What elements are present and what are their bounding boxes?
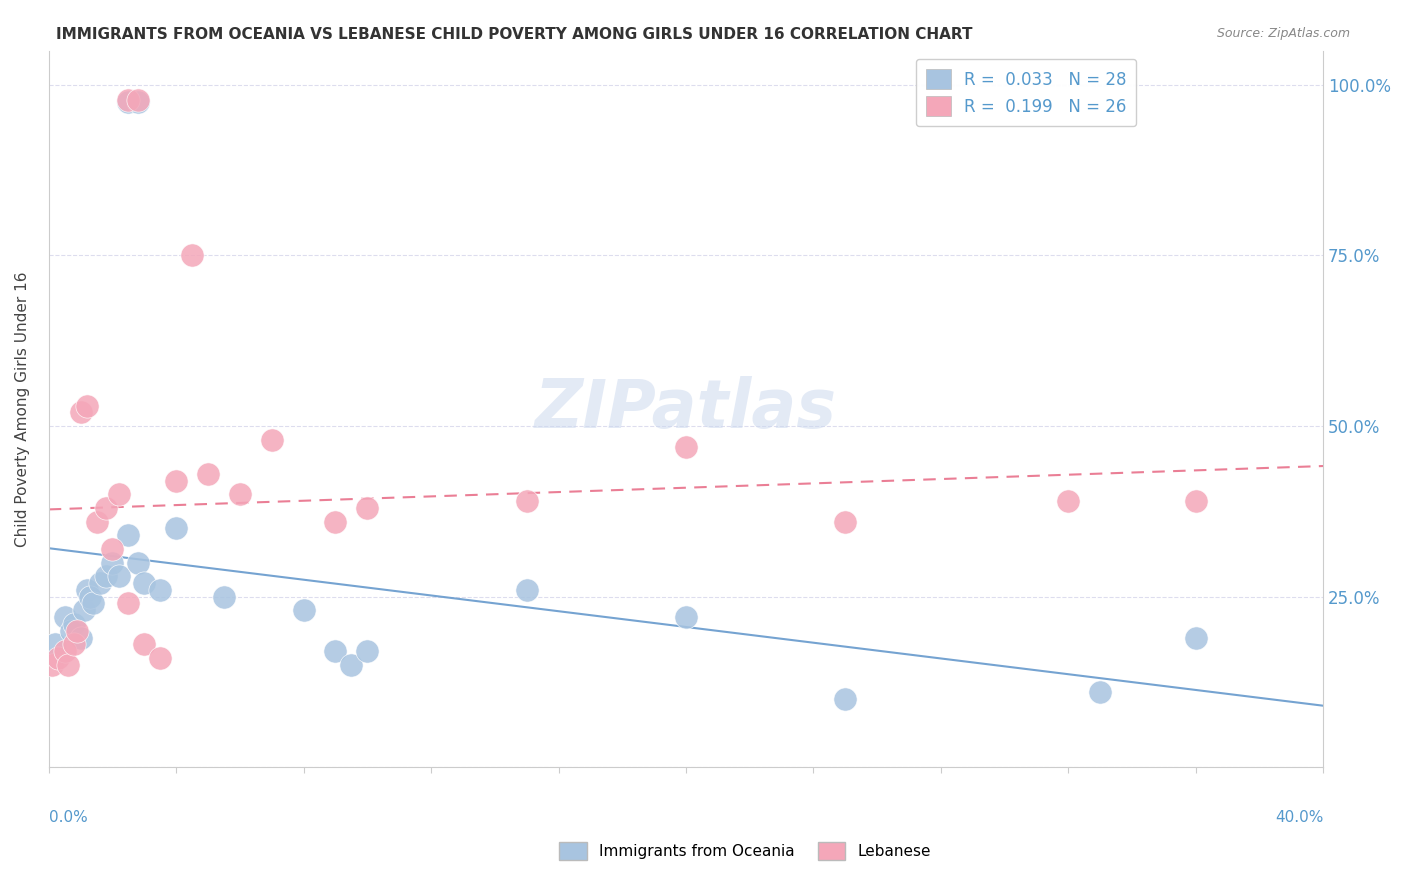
Point bbox=[66, 624, 89, 638]
Point bbox=[127, 556, 149, 570]
Point bbox=[76, 399, 98, 413]
Point bbox=[1184, 494, 1206, 508]
Text: 0.0%: 0.0% bbox=[49, 810, 87, 825]
Legend: Immigrants from Oceania, Lebanese: Immigrants from Oceania, Lebanese bbox=[554, 836, 936, 866]
Point bbox=[516, 582, 538, 597]
Point bbox=[94, 569, 117, 583]
Point bbox=[356, 500, 378, 515]
Text: Source: ZipAtlas.com: Source: ZipAtlas.com bbox=[1216, 27, 1350, 40]
Text: ZIPatlas: ZIPatlas bbox=[534, 376, 837, 442]
Point bbox=[76, 582, 98, 597]
Point bbox=[63, 616, 86, 631]
Point bbox=[79, 590, 101, 604]
Point bbox=[46, 651, 69, 665]
Point bbox=[117, 95, 139, 109]
Point bbox=[197, 467, 219, 481]
Point bbox=[117, 528, 139, 542]
Point bbox=[44, 637, 66, 651]
Point bbox=[86, 515, 108, 529]
Point bbox=[134, 576, 156, 591]
Point bbox=[117, 597, 139, 611]
Point bbox=[260, 433, 283, 447]
Text: 40.0%: 40.0% bbox=[1275, 810, 1323, 825]
Point bbox=[73, 603, 96, 617]
Point bbox=[94, 500, 117, 515]
Point bbox=[101, 541, 124, 556]
Point bbox=[63, 637, 86, 651]
Point bbox=[165, 521, 187, 535]
Y-axis label: Child Poverty Among Girls Under 16: Child Poverty Among Girls Under 16 bbox=[15, 271, 30, 547]
Point bbox=[212, 590, 235, 604]
Point bbox=[117, 93, 139, 107]
Point bbox=[149, 582, 172, 597]
Point bbox=[834, 515, 856, 529]
Point bbox=[89, 576, 111, 591]
Point bbox=[292, 603, 315, 617]
Point bbox=[1184, 631, 1206, 645]
Point bbox=[60, 624, 83, 638]
Point bbox=[108, 569, 131, 583]
Point bbox=[325, 644, 347, 658]
Point bbox=[325, 515, 347, 529]
Legend: R =  0.033   N = 28, R =  0.199   N = 26: R = 0.033 N = 28, R = 0.199 N = 26 bbox=[915, 59, 1136, 127]
Point bbox=[516, 494, 538, 508]
Point bbox=[53, 610, 76, 624]
Point bbox=[127, 95, 149, 109]
Point bbox=[229, 487, 252, 501]
Point bbox=[108, 487, 131, 501]
Point bbox=[82, 597, 104, 611]
Point bbox=[69, 405, 91, 419]
Point bbox=[181, 248, 204, 262]
Point bbox=[356, 644, 378, 658]
Text: IMMIGRANTS FROM OCEANIA VS LEBANESE CHILD POVERTY AMONG GIRLS UNDER 16 CORRELATI: IMMIGRANTS FROM OCEANIA VS LEBANESE CHIL… bbox=[56, 27, 973, 42]
Point bbox=[101, 556, 124, 570]
Point bbox=[340, 657, 363, 672]
Point bbox=[41, 657, 63, 672]
Point bbox=[1057, 494, 1080, 508]
Point bbox=[127, 93, 149, 107]
Point bbox=[134, 637, 156, 651]
Point bbox=[675, 610, 697, 624]
Point bbox=[675, 440, 697, 454]
Point bbox=[56, 657, 79, 672]
Point bbox=[834, 692, 856, 706]
Point bbox=[1088, 685, 1111, 699]
Point bbox=[149, 651, 172, 665]
Point bbox=[69, 631, 91, 645]
Point bbox=[165, 474, 187, 488]
Point bbox=[53, 644, 76, 658]
